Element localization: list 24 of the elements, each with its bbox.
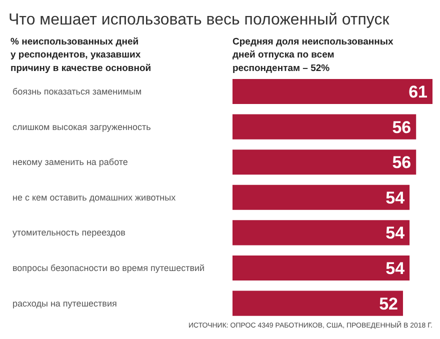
bar xyxy=(232,78,432,104)
y-tick-label: слишком высокая загруженность xyxy=(12,122,152,132)
y-tick-label: вопросы безопасности во время путешествий xyxy=(12,263,205,273)
data-label: 54 xyxy=(386,188,406,208)
bar xyxy=(232,255,410,281)
data-label: 56 xyxy=(392,118,412,137)
bar xyxy=(232,150,416,175)
text: % неиспользованных дней у респондентов, указавших причину в качестве основной xyxy=(10,36,152,74)
data-label: 54 xyxy=(386,259,406,278)
chart-title: Что мешает использовать весь положенный отпуск xyxy=(8,12,390,28)
y-tick-label: не с кем оставить домашних животных xyxy=(12,192,176,202)
bar xyxy=(232,114,416,140)
data-label: 54 xyxy=(386,224,406,243)
y-tick-label: утомительность переездов xyxy=(12,228,126,238)
bar xyxy=(232,220,410,246)
bar xyxy=(232,184,410,210)
data-label: 56 xyxy=(392,153,412,172)
bar xyxy=(232,290,403,316)
y-tick-label: боязнь показаться заменимым xyxy=(12,86,142,96)
y-tick-label: расходы на путешествия xyxy=(12,298,117,308)
y-tick-label: некому заменить на работе xyxy=(12,157,128,168)
data-label: 61 xyxy=(408,82,428,102)
data-label: 52 xyxy=(379,294,398,314)
annotation: Средняя доля неиспользованных дней отпуска по всем респондентам – 52% xyxy=(232,36,394,74)
